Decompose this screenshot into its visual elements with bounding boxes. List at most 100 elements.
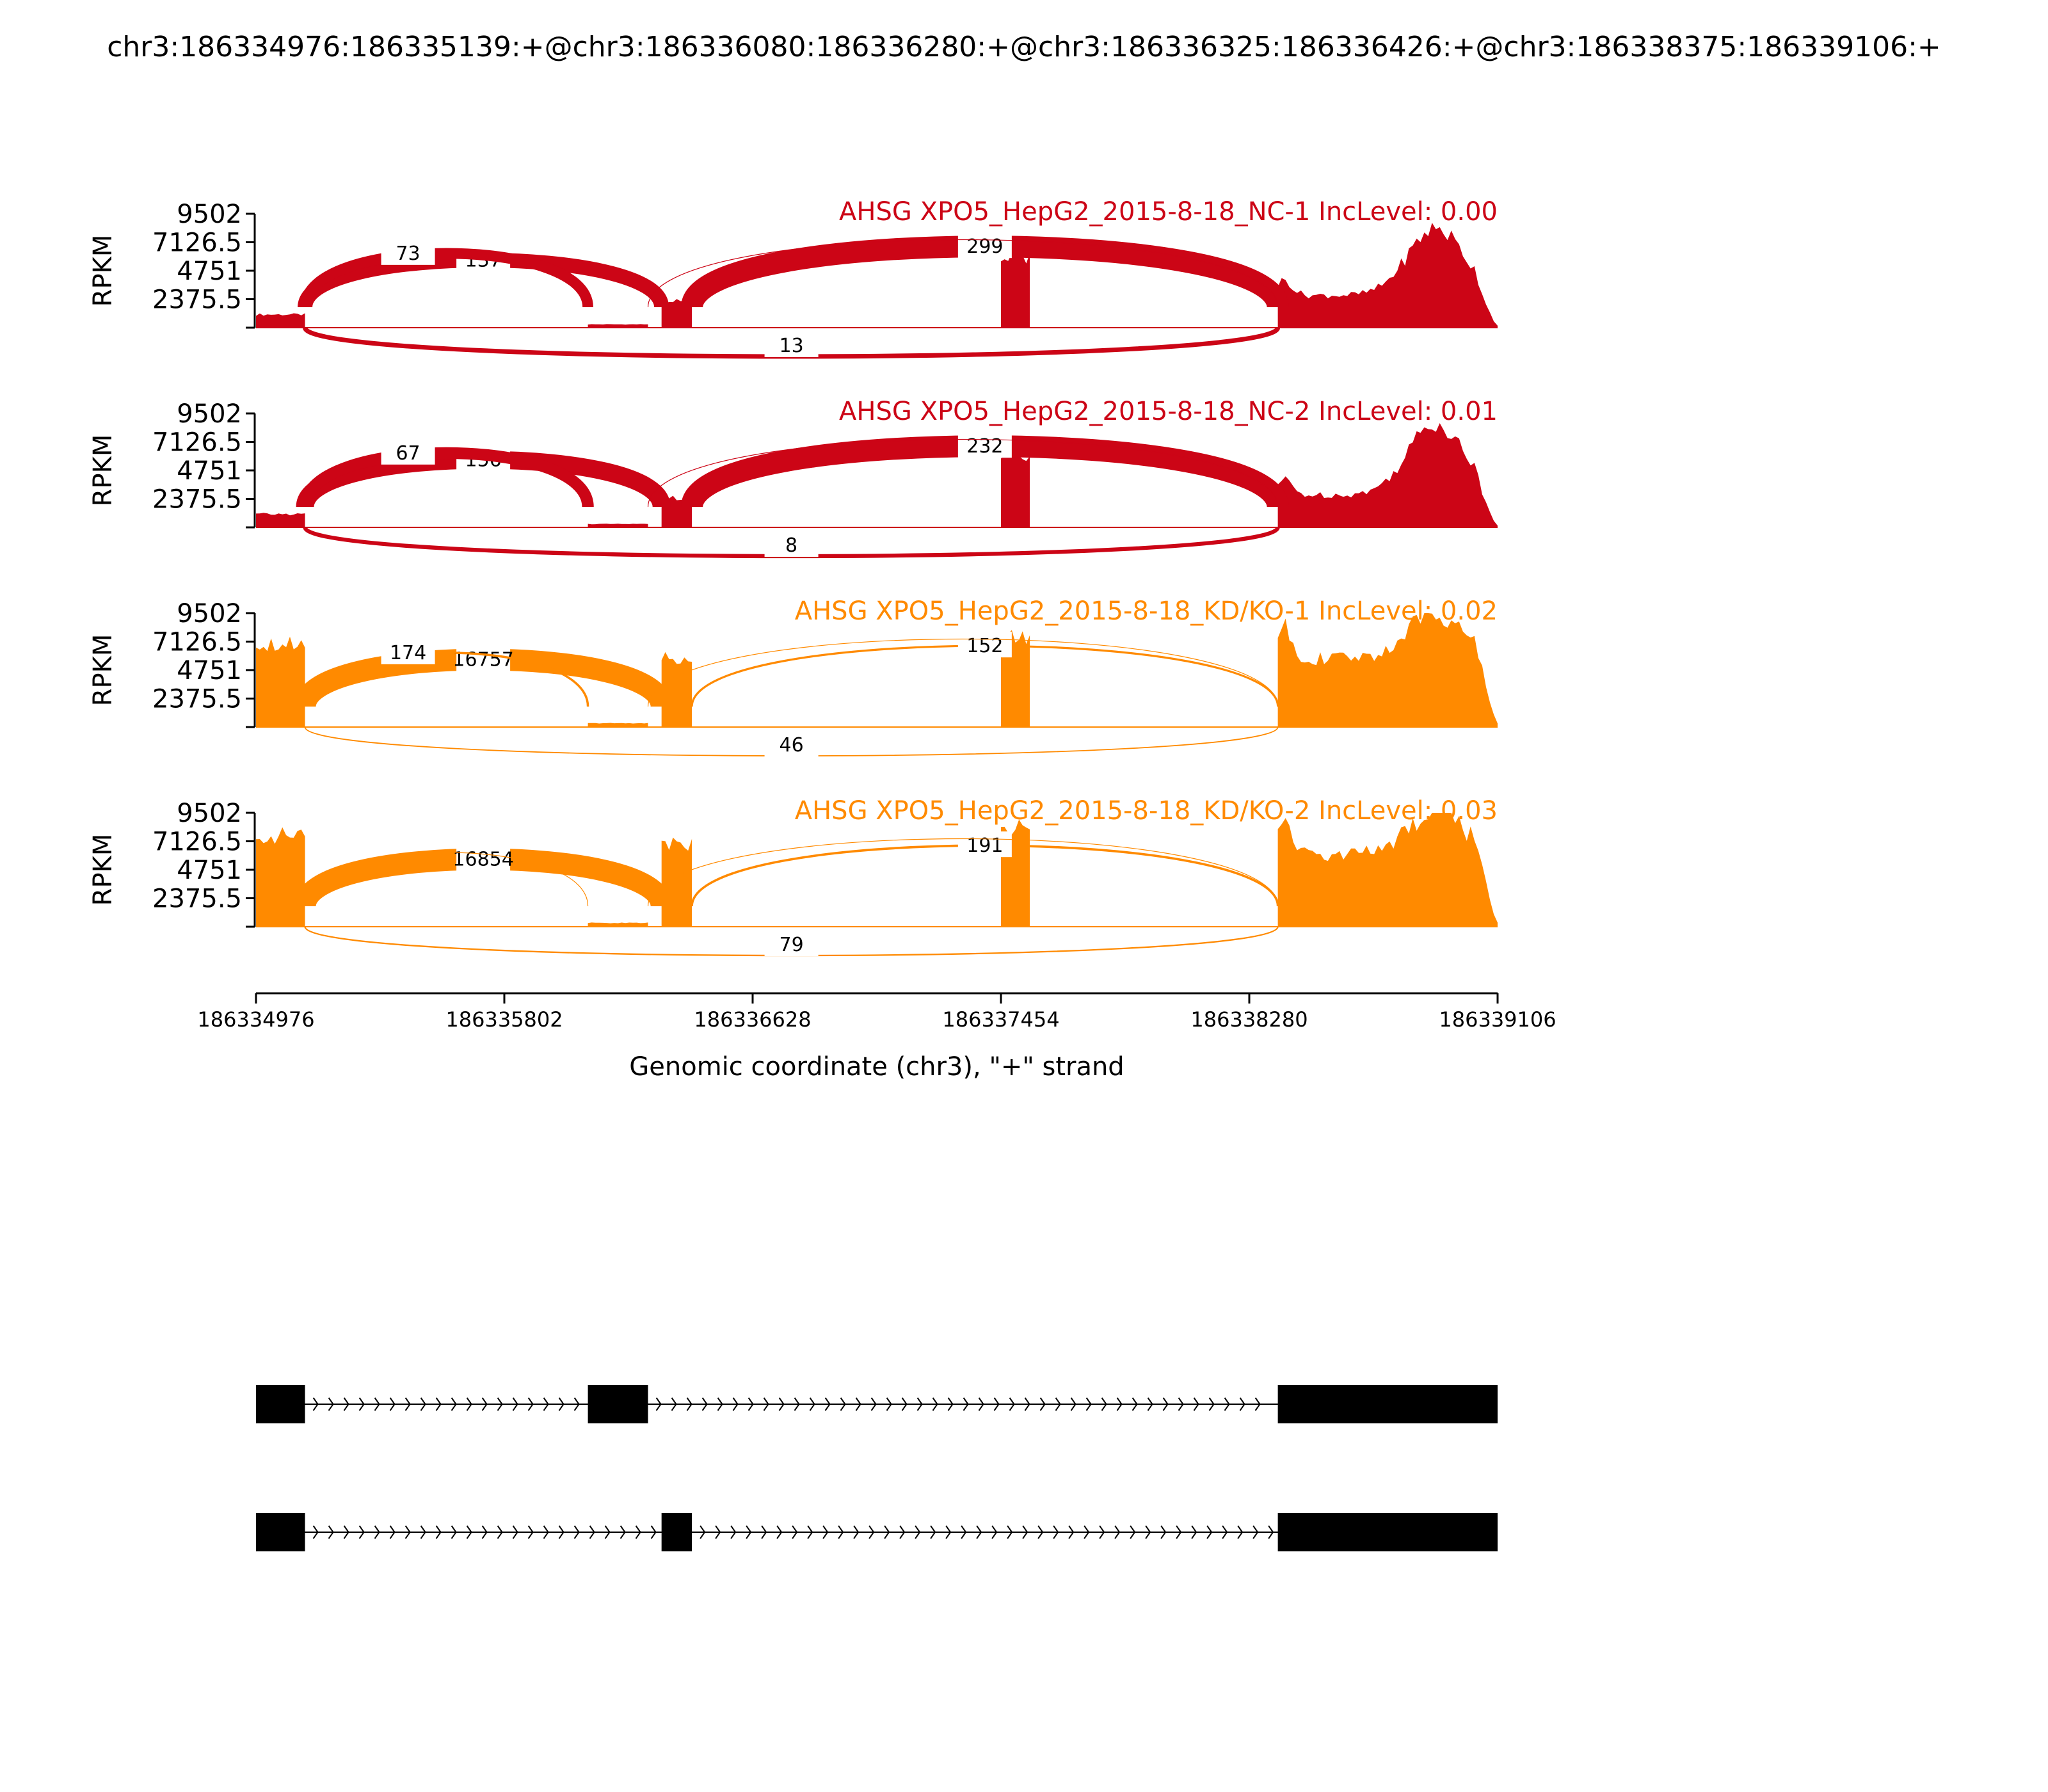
junction-arc: [647, 838, 1279, 906]
strand-arrow: [420, 1397, 426, 1411]
junction-count: 73: [396, 243, 420, 265]
strand-arrow: [374, 1397, 380, 1411]
coverage-area: [1277, 223, 1498, 328]
junction-count-bg: [381, 438, 435, 465]
coverage-area: [1001, 252, 1030, 328]
junction-count-bg: [764, 332, 819, 357]
strand-arrow: [748, 1397, 754, 1411]
x-tick-label: 186337454: [942, 1007, 1059, 1032]
figure-title: chr3:186334976:186335139:+@chr3:18633608…: [107, 31, 1941, 63]
exon-block: [1277, 1513, 1498, 1551]
strand-arrow: [1222, 1525, 1228, 1539]
junction-count-bg: [381, 638, 435, 664]
junction-count: 299: [966, 236, 1003, 258]
strand-arrow: [420, 1525, 426, 1539]
junction-count: 152: [966, 635, 1003, 657]
strand-arrow: [1039, 1397, 1046, 1411]
exon-block: [256, 1513, 305, 1551]
coverage-area: [1001, 449, 1030, 527]
strand-arrow: [1114, 1525, 1121, 1539]
strand-arrow: [978, 1397, 984, 1411]
strand-arrow: [976, 1525, 982, 1539]
strand-arrow: [932, 1397, 938, 1411]
strand-arrow: [497, 1525, 503, 1539]
strand-arrow: [1101, 1397, 1107, 1411]
strand-arrow: [961, 1525, 967, 1539]
strand-arrow: [1132, 1397, 1138, 1411]
coverage-area: [588, 723, 648, 727]
strand-arrow: [451, 1525, 457, 1539]
y-tick-label: 2375.5: [152, 884, 242, 914]
strand-arrow: [794, 1397, 800, 1411]
strand-arrow: [838, 1525, 844, 1539]
strand-arrow: [358, 1525, 365, 1539]
strand-arrow: [1037, 1525, 1044, 1539]
junction-count: 191: [966, 835, 1003, 857]
strand-arrow: [1178, 1397, 1184, 1411]
strand-arrow: [763, 1397, 769, 1411]
strand-arrow: [635, 1525, 641, 1539]
strand-arrow: [374, 1525, 380, 1539]
junction-count: 67: [396, 442, 420, 465]
junction-arc: [304, 852, 589, 906]
strand-arrow: [730, 1525, 737, 1539]
strand-arrow: [1237, 1525, 1244, 1539]
strand-arrow: [620, 1525, 626, 1539]
y-axis-label: RPKM: [88, 834, 118, 906]
strand-arrow: [543, 1525, 549, 1539]
strand-arrow: [1084, 1525, 1090, 1539]
strand-arrow: [573, 1397, 580, 1411]
strand-arrow: [1147, 1397, 1153, 1411]
y-tick-label: 9502: [177, 599, 242, 628]
strand-arrow: [1239, 1397, 1245, 1411]
strand-arrow: [1116, 1397, 1123, 1411]
x-tick-label: 186339106: [1439, 1007, 1556, 1032]
strand-arrow: [573, 1525, 580, 1539]
strand-arrow: [822, 1525, 829, 1539]
strand-arrow: [1024, 1397, 1030, 1411]
x-tick-label: 186334976: [197, 1007, 314, 1032]
strand-arrow: [435, 1397, 442, 1411]
strand-arrow: [481, 1525, 488, 1539]
coverage-area: [256, 636, 305, 727]
strand-arrow: [732, 1397, 739, 1411]
x-axis: 186334976 186335802 186336628 186337454 1863…: [197, 992, 1556, 1032]
junction-count-bg: [957, 632, 1012, 658]
junction-count-bg: [764, 731, 819, 756]
coverage-area: [256, 313, 305, 328]
strand-arrow: [558, 1397, 564, 1411]
strand-arrow: [840, 1397, 846, 1411]
coverage-area: [588, 524, 648, 527]
y-tick-label: 2375.5: [152, 485, 242, 515]
x-tick-label: 186335802: [445, 1007, 563, 1032]
strand-arrow: [963, 1397, 969, 1411]
coverage-area: [588, 324, 648, 328]
strand-arrow: [650, 1525, 657, 1539]
strand-arrow: [807, 1525, 813, 1539]
strand-arrow: [746, 1525, 752, 1539]
junction-count-bg: [456, 845, 511, 871]
strand-arrow: [1224, 1397, 1230, 1411]
strand-arrow: [1208, 1397, 1215, 1411]
strand-arrow: [435, 1525, 442, 1539]
strand-arrow: [1007, 1525, 1013, 1539]
y-axis-label: RPKM: [88, 634, 118, 707]
strand-arrow: [589, 1525, 595, 1539]
junction-count-bg: [957, 831, 1012, 858]
strand-arrow: [389, 1397, 396, 1411]
strand-arrow: [312, 1397, 319, 1411]
y-tick-label: 2375.5: [152, 285, 242, 315]
junction-count-bg: [957, 232, 1012, 259]
strand-arrow: [776, 1525, 783, 1539]
strand-arrow: [466, 1397, 472, 1411]
panel-label: AHSG XPO5_HepG2_2015-8-18_KD/KO-2 IncLev…: [795, 796, 1498, 826]
strand-arrow: [1099, 1525, 1105, 1539]
y-axis-label: RPKM: [88, 235, 118, 307]
y-tick-label: 4751: [177, 656, 242, 685]
strand-arrow: [853, 1525, 860, 1539]
strand-arrow: [671, 1397, 677, 1411]
